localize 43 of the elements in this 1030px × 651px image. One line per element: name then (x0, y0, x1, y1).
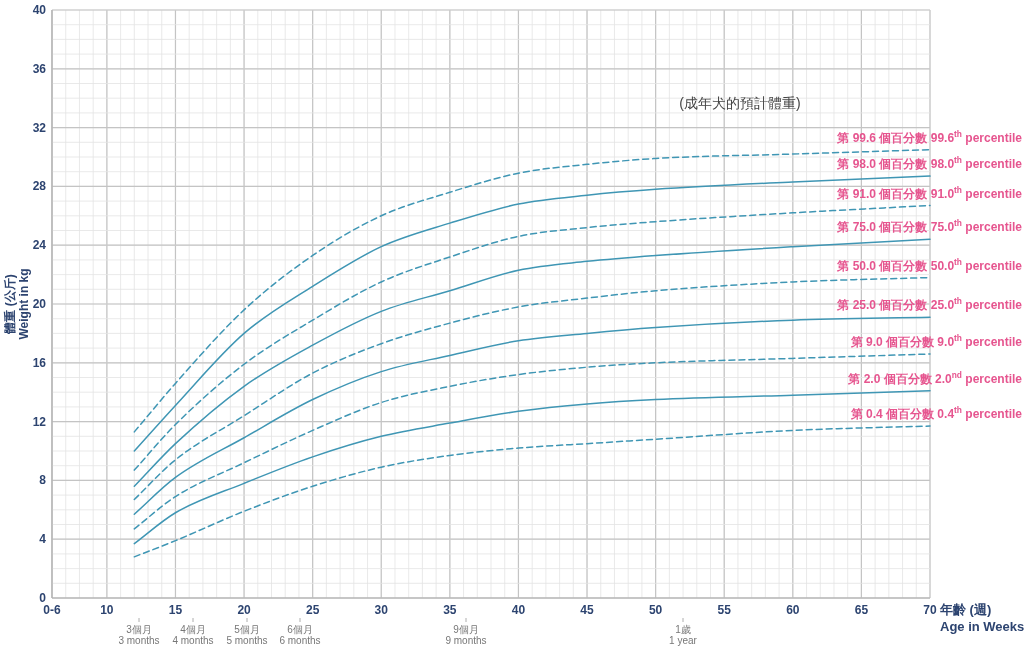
x-tick-label: 50 (648, 603, 663, 617)
x-tick-label: 70 (923, 603, 937, 617)
series-label: 第 50.0 個百分數 50.0$^{th}$ percentile (836, 256, 1023, 273)
series-label: 第 0.4 個百分數 0.4$^{th}$ percentile (849, 405, 1023, 422)
y-axis-title: 體重 (公斤) Weight in kg (3, 268, 31, 340)
y-tick-label: 12 (32, 414, 47, 429)
x-tick-label: 30 (374, 603, 389, 617)
series-label: 第 98.0 個百分數 98.0$^{th}$ percentile (836, 155, 1023, 172)
x-tick-label: 35 (443, 603, 457, 617)
series-label: 第 75.0 個百分數 75.0$^{th}$ percentile (836, 218, 1023, 235)
x-tick-label: 45 (580, 603, 595, 617)
y-tick-label: 8 (39, 473, 47, 488)
x-tick-label: 10 (100, 603, 114, 617)
x-tick-label: 25 (305, 603, 320, 617)
series-label: 第 91.0 個百分數 91.0$^{th}$ percentile (836, 184, 1023, 201)
series-label: 第 2.0 個百分數 2.0$^{nd}$ percentile (847, 369, 1023, 386)
y-tick-label: 0 (39, 591, 47, 605)
x-tick-label: 20 (237, 603, 252, 617)
y-tick-label: 24 (32, 238, 47, 253)
x-tick-label: 40 (511, 603, 526, 617)
y-tick-label: 4 (39, 532, 47, 547)
text: 3個月 3 months (118, 624, 160, 646)
x-tick-label: 0-6 (43, 603, 61, 617)
text: 9個月 9 months (445, 624, 487, 646)
series-label: 第 99.6 個百分數 99.6$^{th}$ percentile (836, 128, 1023, 145)
annotation: (成年犬的預計體重) (679, 95, 801, 111)
x-tick-label: 65 (854, 603, 869, 617)
text: 1歲 1 year (669, 624, 698, 646)
x-axis-title: 年齡 (週) Age in Weeks (939, 602, 1025, 634)
y-tick-label: 28 (32, 179, 47, 194)
text: 4個月 4 months (172, 624, 214, 646)
text: 6個月 6 months (279, 624, 321, 646)
y-tick-label: 40 (32, 3, 47, 17)
text: 5個月 5 months (226, 624, 268, 646)
series-label: 第 25.0 個百分數 25.0$^{th}$ percentile (836, 296, 1023, 313)
y-tick-label: 36 (32, 61, 47, 76)
x-tick-label: 55 (717, 603, 732, 617)
y-tick-label: 16 (32, 355, 47, 370)
y-tick-label: 20 (32, 297, 47, 311)
x-tick-label: 15 (168, 603, 183, 617)
x-tick-label: 60 (786, 603, 800, 617)
y-tick-label: 32 (32, 120, 47, 135)
series-label: 第 9.0 個百分數 9.0$^{th}$ percentile (849, 332, 1023, 349)
